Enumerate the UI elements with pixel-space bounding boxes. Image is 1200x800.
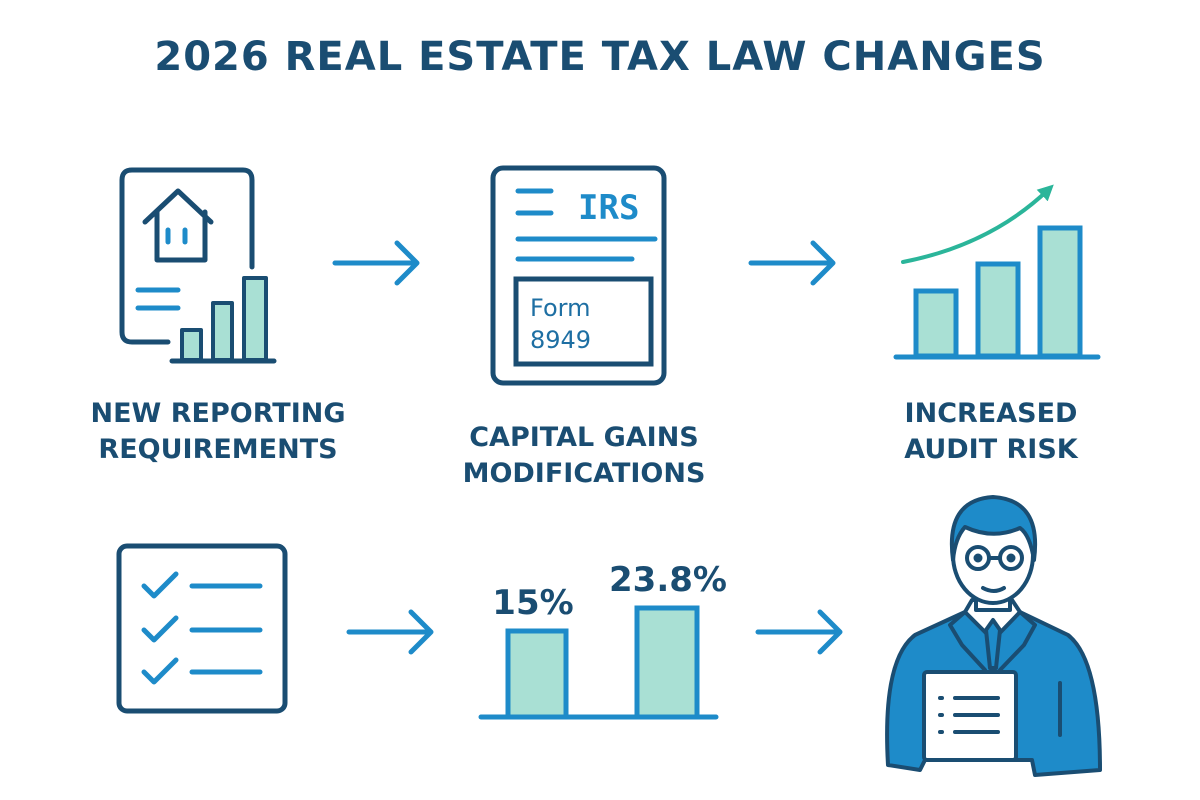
step-label: REQUIREMENTS — [98, 434, 337, 465]
form-number: 8949 — [530, 326, 591, 354]
arrow-icon — [332, 240, 420, 286]
rate-bar — [505, 628, 569, 720]
page-title: 2026 REAL ESTATE TAX LAW CHANGES — [154, 34, 1045, 80]
rate-chart — [478, 605, 719, 720]
step-label: NEW REPORTING — [91, 398, 346, 429]
step-label: MODIFICATIONS — [463, 458, 706, 489]
rate-bar — [634, 605, 700, 720]
irs-header: IRS — [578, 188, 639, 228]
document-house-chart-icon — [119, 167, 277, 364]
form-label: Form — [530, 294, 590, 322]
step-label: INCREASED — [905, 398, 1078, 429]
rising-bar-chart-icon — [893, 184, 1101, 360]
arrow-icon — [748, 240, 836, 286]
irs-form-icon: IRS Form 8949 — [490, 165, 667, 386]
tax-advisor-icon — [885, 495, 1102, 777]
rate-label: 23.8% — [609, 560, 727, 600]
step-label: CAPITAL GAINS — [469, 422, 699, 453]
arrow-icon — [346, 609, 434, 655]
step-label: AUDIT RISK — [904, 434, 1079, 465]
arrow-icon — [755, 609, 843, 655]
rate-label: 15% — [492, 583, 573, 623]
checklist-icon — [116, 543, 288, 714]
